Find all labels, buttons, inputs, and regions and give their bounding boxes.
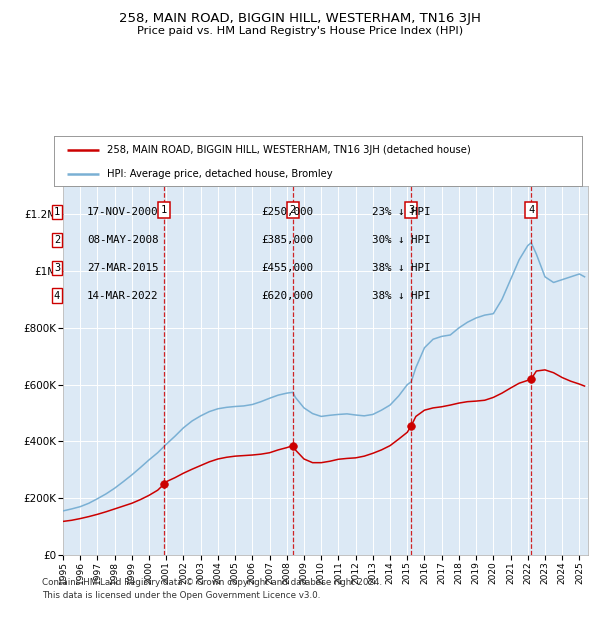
- Text: 27-MAR-2015: 27-MAR-2015: [87, 263, 158, 273]
- Text: £455,000: £455,000: [261, 263, 313, 273]
- Text: 23% ↓ HPI: 23% ↓ HPI: [372, 207, 431, 217]
- Text: 3: 3: [408, 205, 415, 215]
- Text: £385,000: £385,000: [261, 235, 313, 245]
- Text: This data is licensed under the Open Government Licence v3.0.: This data is licensed under the Open Gov…: [42, 591, 320, 600]
- Text: £250,000: £250,000: [261, 207, 313, 217]
- Text: 30% ↓ HPI: 30% ↓ HPI: [372, 235, 431, 245]
- Text: 38% ↓ HPI: 38% ↓ HPI: [372, 263, 431, 273]
- Text: 17-NOV-2000: 17-NOV-2000: [87, 207, 158, 217]
- Text: 38% ↓ HPI: 38% ↓ HPI: [372, 291, 431, 301]
- Text: 1: 1: [161, 205, 167, 215]
- Text: 4: 4: [528, 205, 535, 215]
- Text: £620,000: £620,000: [261, 291, 313, 301]
- Text: Price paid vs. HM Land Registry's House Price Index (HPI): Price paid vs. HM Land Registry's House …: [137, 26, 463, 36]
- Text: 2: 2: [290, 205, 296, 215]
- Text: 4: 4: [54, 291, 60, 301]
- Text: HPI: Average price, detached house, Bromley: HPI: Average price, detached house, Brom…: [107, 169, 332, 179]
- Text: 08-MAY-2008: 08-MAY-2008: [87, 235, 158, 245]
- Text: 3: 3: [54, 263, 60, 273]
- Text: 14-MAR-2022: 14-MAR-2022: [87, 291, 158, 301]
- Text: Contains HM Land Registry data © Crown copyright and database right 2024.: Contains HM Land Registry data © Crown c…: [42, 578, 382, 587]
- Text: 2: 2: [54, 235, 60, 245]
- Text: 258, MAIN ROAD, BIGGIN HILL, WESTERHAM, TN16 3JH: 258, MAIN ROAD, BIGGIN HILL, WESTERHAM, …: [119, 12, 481, 25]
- Text: 258, MAIN ROAD, BIGGIN HILL, WESTERHAM, TN16 3JH (detached house): 258, MAIN ROAD, BIGGIN HILL, WESTERHAM, …: [107, 145, 470, 155]
- Text: 1: 1: [54, 207, 60, 217]
